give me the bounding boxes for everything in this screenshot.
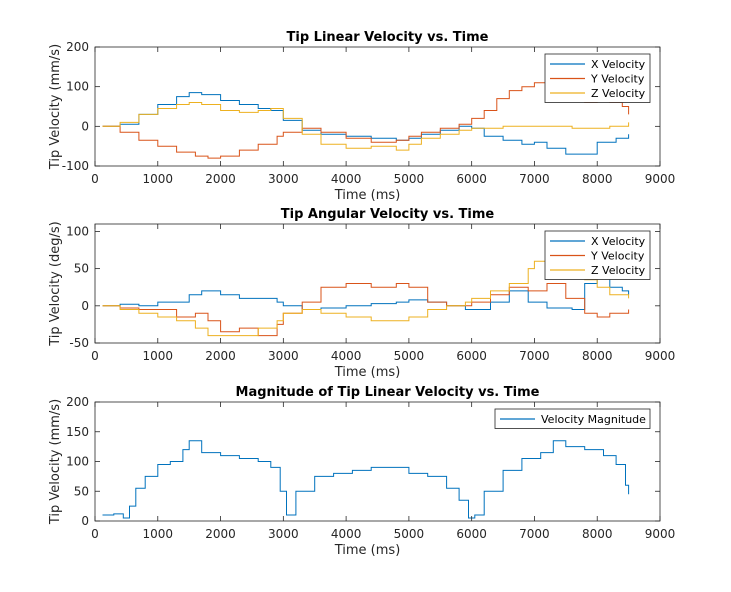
series-line-1 [102, 92, 630, 155]
x-tick-label: 0 [91, 527, 99, 541]
y-tick-label: 0 [81, 119, 89, 133]
x-tick-label: 3000 [268, 172, 299, 186]
x-axis-label: Time (ms) [334, 365, 401, 380]
x-tick-label: 7000 [519, 349, 550, 363]
y-tick-label: -100 [62, 159, 89, 173]
chart-title: Magnitude of Tip Linear Velocity vs. Tim… [236, 385, 540, 400]
x-tick-label: 8000 [582, 172, 613, 186]
legend-box [494, 408, 651, 429]
x-tick-label: 8000 [582, 527, 613, 541]
x-tick-label: 8000 [582, 349, 613, 363]
x-tick-label: 4000 [331, 349, 362, 363]
x-tick-label: 1000 [143, 527, 174, 541]
legend-entry: Z Velocity [591, 87, 646, 100]
x-tick-label: 3000 [268, 349, 299, 363]
legend-entry: Velocity Magnitude [541, 413, 646, 426]
y-axis-label: Tip Velocity (mm/s) [48, 44, 63, 170]
y-tick-label: 100 [66, 224, 89, 238]
x-tick-label: 7000 [519, 172, 550, 186]
chart-velocity-magnitude: 0 1000 2000 3000 4000 5000 6000 7000 8000 9000 0 50… [48, 385, 675, 558]
legend-entry: Z Velocity [591, 264, 646, 277]
x-tick-label: 5000 [394, 172, 425, 186]
x-tick-label: 0 [91, 172, 99, 186]
chart-angular-velocity: 0 1000 2000 3000 4000 5000 6000 7000 8000 9000-50… [48, 207, 675, 380]
y-tick-label: 200 [66, 40, 89, 54]
y-tick-label: 200 [66, 395, 89, 409]
x-tick-label: 2000 [205, 172, 236, 186]
series-line-3 [102, 102, 630, 151]
chart-linear-velocity: 0 1000 2000 3000 4000 5000 6000 7000 8000 9000-10… [48, 30, 675, 203]
x-tick-label: 4000 [331, 172, 362, 186]
y-tick-label: 0 [81, 299, 89, 313]
x-tick-label: 1000 [143, 172, 174, 186]
x-tick-label: 9000 [645, 172, 676, 186]
x-tick-label: 5000 [394, 349, 425, 363]
y-tick-label: 100 [66, 455, 89, 469]
x-tick-label: 6000 [456, 349, 487, 363]
legend-box [544, 53, 651, 103]
x-tick-label: 9000 [645, 527, 676, 541]
legend-entry: X Velocity [591, 58, 646, 71]
legend: Velocity Magnitude [494, 408, 651, 429]
x-tick-label: 2000 [205, 527, 236, 541]
x-tick-label: 5000 [394, 527, 425, 541]
chart-title: Tip Linear Velocity vs. Time [287, 30, 489, 45]
x-tick-label: 1000 [143, 349, 174, 363]
y-tick-label: 50 [74, 262, 89, 276]
x-tick-label: 0 [91, 349, 99, 363]
x-axis-label: Time (ms) [334, 543, 401, 558]
chart-title: Tip Angular Velocity vs. Time [281, 207, 495, 222]
y-tick-label: 0 [81, 514, 89, 528]
x-tick-label: 4000 [331, 527, 362, 541]
x-axis-label: Time (ms) [334, 188, 401, 203]
legend-entry: Y Velocity [590, 73, 645, 86]
y-tick-label: 50 [74, 484, 89, 498]
legend-entry: X Velocity [591, 235, 646, 248]
x-tick-label: 3000 [268, 527, 299, 541]
series-line-2 [102, 283, 630, 337]
series-line-1 [102, 440, 630, 519]
x-tick-label: 2000 [205, 349, 236, 363]
x-tick-label: 7000 [519, 527, 550, 541]
series-line-1 [102, 275, 630, 310]
x-tick-label: 6000 [456, 172, 487, 186]
y-axis-label: Tip Velocity (mm/s) [48, 399, 63, 525]
x-tick-label: 9000 [645, 349, 676, 363]
legend-entry: Y Velocity [590, 250, 645, 263]
y-tick-label: 150 [66, 425, 89, 439]
x-tick-label: 6000 [456, 527, 487, 541]
y-tick-label: 100 [66, 80, 89, 94]
y-axis-label: Tip Velocity (deg/s) [48, 221, 63, 346]
y-tick-label: -50 [69, 336, 89, 350]
